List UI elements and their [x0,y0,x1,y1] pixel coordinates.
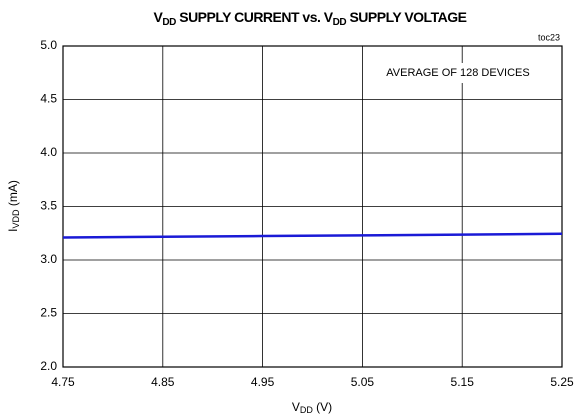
y-tick-label: 3.5 [40,199,57,213]
x-axis-label: VDD (V) [292,400,332,415]
y-axis-label: IVDD (mA) [6,180,21,232]
title-part: SUPPLY CURRENT vs. V [176,9,334,25]
label-part: I [6,229,20,232]
label-part: (mA) [6,180,20,209]
x-tick-label: 4.85 [151,375,175,389]
label-part: (V) [313,400,332,414]
title-sub: DD [162,17,176,28]
annotation-bg [366,63,550,83]
y-tick-label: 5.0 [40,38,57,52]
x-tick-label: 4.95 [251,375,275,389]
annotation: AVERAGE OF 128 DEVICES [386,67,529,79]
title-part: V [154,9,164,25]
label-sub: VDD [11,209,21,229]
y-tick-label: 2.5 [40,306,57,320]
x-tick-label: 5.15 [451,375,475,389]
x-tick-label: 5.25 [550,375,574,389]
title-sub: DD [333,17,347,28]
chart-title: VDD SUPPLY CURRENT vs. VDD SUPPLY VOLTAG… [154,9,467,28]
annotation: toc23 [538,32,560,42]
y-tick-label: 3.0 [40,252,57,266]
plot-frame [62,45,563,368]
x-tick-label: 5.05 [351,375,375,389]
label-sub: DD [300,405,313,415]
title-part: SUPPLY VOLTAGE [346,9,467,25]
y-tick-label: 4.0 [40,145,57,159]
y-tick-label: 4.5 [40,92,57,106]
data-line [62,232,563,239]
label-part: V [292,400,300,414]
x-tick-label: 4.75 [51,375,75,389]
y-tick-label: 2.0 [40,359,57,373]
